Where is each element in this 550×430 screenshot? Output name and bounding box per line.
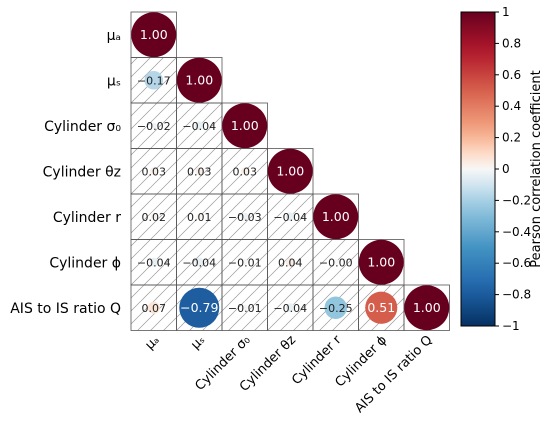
correlation-circle xyxy=(241,259,248,266)
correlation-circle xyxy=(313,194,359,240)
cell-value: −0.01 xyxy=(228,256,262,269)
correlation-circle xyxy=(131,12,177,58)
cell-value: 0.04 xyxy=(278,256,303,269)
correlation-circle xyxy=(285,212,295,222)
cell-value: 1.00 xyxy=(276,163,304,178)
row-label: Cylinder r xyxy=(53,210,121,226)
cell-value: −0.00 xyxy=(319,256,353,269)
correlation-circle xyxy=(285,303,295,313)
cell-value: −0.04 xyxy=(137,256,171,269)
cell-value: −0.04 xyxy=(182,256,216,269)
correlation-circle xyxy=(194,121,204,131)
correlation-circle xyxy=(222,103,268,149)
colorbar-tick-label: −0.4 xyxy=(502,225,531,239)
correlation-circle xyxy=(404,285,450,331)
row-label: Cylinder ϕ xyxy=(49,255,121,271)
cell-value: −0.79 xyxy=(180,300,218,315)
cell-value: 1.00 xyxy=(185,72,213,87)
cell-value: 0.03 xyxy=(187,165,212,178)
row-label: Cylinder θz xyxy=(43,164,121,180)
cell-value: −0.04 xyxy=(273,302,307,315)
colorbar-tick-label: −0.8 xyxy=(502,288,531,302)
correlation-circle xyxy=(240,167,249,176)
correlation-circle xyxy=(149,257,159,267)
correlation-circle xyxy=(150,122,157,129)
row-label: Cylinder σ₀ xyxy=(44,119,121,135)
cell-value: 0.03 xyxy=(142,165,167,178)
column-label: μₛ xyxy=(188,333,208,353)
correlation-circle xyxy=(179,287,220,328)
cell-value: −0.25 xyxy=(319,302,353,315)
cell-value: 0.01 xyxy=(187,211,212,224)
cell-value: 1.00 xyxy=(367,254,395,269)
colorbar-tick-label: −0.6 xyxy=(502,256,531,270)
cell-value: −0.02 xyxy=(137,120,171,133)
row-label: AIS to IS ratio Q xyxy=(10,301,121,317)
colorbar xyxy=(460,11,496,327)
colorbar-tick-label: 0 xyxy=(502,162,510,176)
row-label: μₛ xyxy=(107,73,121,89)
row-label: μₐ xyxy=(107,28,121,44)
correlation-circle xyxy=(194,257,204,267)
colorbar-tick-label: 0.2 xyxy=(502,131,521,145)
correlation-circle xyxy=(147,301,160,314)
cell-value: 1.00 xyxy=(322,209,350,224)
colorbar-tick-label: 1 xyxy=(502,5,510,19)
cell-value: 1.00 xyxy=(140,27,168,42)
correlation-circle xyxy=(285,257,295,267)
cell-value: −0.03 xyxy=(228,211,262,224)
correlation-circle xyxy=(196,213,203,220)
cell-value: −0.04 xyxy=(182,120,216,133)
colorbar-tick-label: −1 xyxy=(502,319,520,333)
cell-value: 0.03 xyxy=(233,165,258,178)
column-label: AIS to IS ratio Q xyxy=(352,333,435,416)
correlation-circle xyxy=(267,148,313,194)
colorbar-label: Pearson correlation coefficient xyxy=(529,70,544,267)
cell-value: −0.01 xyxy=(228,302,262,315)
cell-value: −0.17 xyxy=(137,74,171,87)
correlation-circle xyxy=(241,304,248,311)
correlation-circle xyxy=(150,213,157,220)
cell-value: 0.51 xyxy=(367,300,395,315)
correlation-circle xyxy=(144,70,164,90)
colorbar-tick-label: 0.6 xyxy=(502,68,521,82)
correlation-circle xyxy=(365,291,398,324)
cell-value: −0.04 xyxy=(273,211,307,224)
column-label: μₐ xyxy=(143,333,163,353)
correlation-circle xyxy=(324,296,347,319)
cell-value: 0.07 xyxy=(142,302,167,315)
cell-border xyxy=(403,284,450,331)
correlation-circle xyxy=(332,259,339,266)
cell-value: 1.00 xyxy=(413,300,441,315)
correlation-circle xyxy=(176,57,222,103)
cell-value: 0.02 xyxy=(142,211,167,224)
correlation-circle xyxy=(195,167,204,176)
colorbar-tick-label: −0.2 xyxy=(502,193,531,207)
correlation-circle xyxy=(358,239,404,285)
correlation-circle xyxy=(240,212,249,221)
colorbar-tick-label: 0.4 xyxy=(502,99,521,113)
colorbar-tick-label: 0.8 xyxy=(502,36,521,50)
correlation-circle xyxy=(149,167,158,176)
cell-value: 1.00 xyxy=(231,118,259,133)
